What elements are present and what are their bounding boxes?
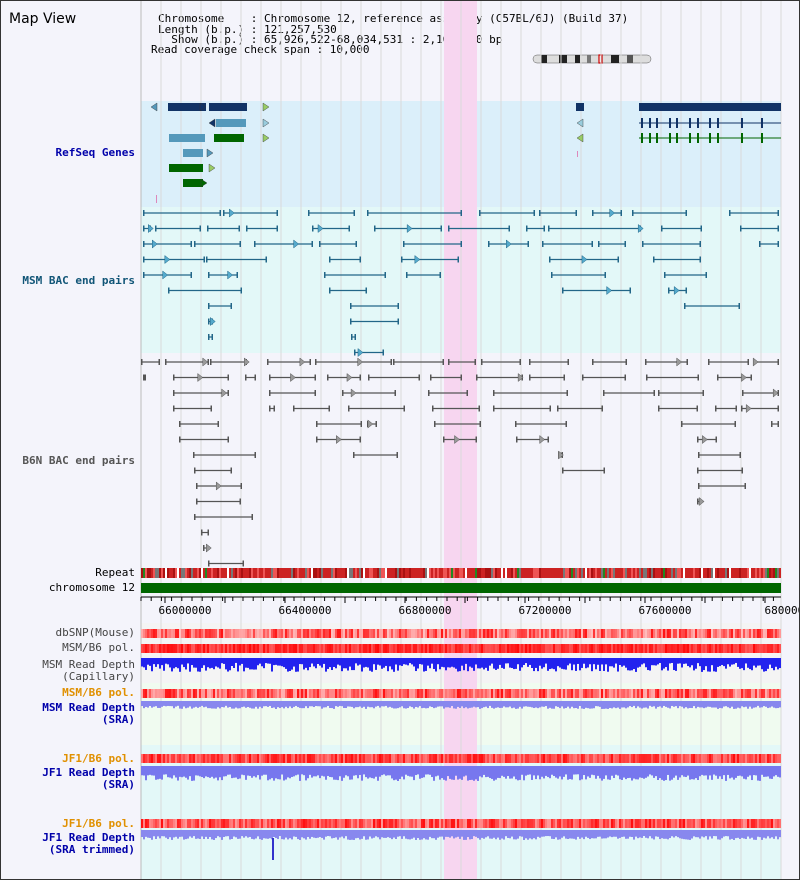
track-label-dbsnp[interactable]: dbSNP(Mouse) — [55, 626, 135, 639]
track-label-msm-depth-sra-sub: (SRA) — [101, 713, 135, 726]
track-label-chromosome[interactable]: chromosome 12 — [48, 581, 135, 594]
axis-tick-label: 66400000 — [279, 604, 332, 617]
track-label-repeat[interactable]: Repeat — [95, 566, 135, 579]
polymorphism-heatmaps[interactable] — [141, 629, 781, 828]
msm-bac-track[interactable] — [143, 208, 779, 358]
refseq-gene[interactable] — [168, 103, 206, 111]
axis-tick-label: 68000000 — [765, 604, 799, 617]
track-label-jf1-depth-trimmed[interactable]: JF1 Read Depth — [42, 831, 135, 844]
chromosome-bar — [141, 583, 781, 593]
read-depth-plots[interactable] — [141, 658, 781, 860]
b6n-bac-track[interactable] — [141, 357, 779, 567]
read-coverage-info: Read coverage check span : 10,000 — [151, 43, 370, 56]
track-label-refseq[interactable]: RefSeq Genes — [55, 146, 135, 159]
track-label-msm-depth-capillary-sub: (Capillary) — [62, 670, 135, 683]
track-label-msm-bac[interactable]: MSM BAC end pairs — [22, 274, 135, 287]
refseq-gene[interactable] — [183, 179, 203, 187]
position-axis: 66000000 66400000 66800000 67200000 67600000… — [140, 596, 799, 617]
track-label-b6n-bac[interactable]: B6N BAC end pairs — [22, 454, 135, 467]
track-label-jf1-pol-2[interactable]: JF1/B6 pol. — [62, 817, 135, 830]
track-label-jf1-depth-sra-sub: (SRA) — [101, 778, 135, 791]
track-label-msm-pol-1[interactable]: MSM/B6 pol. — [62, 641, 135, 654]
repeat-track[interactable] — [141, 568, 781, 578]
axis-tick-label: 67600000 — [639, 604, 692, 617]
axis-tick-label: 66800000 — [399, 604, 452, 617]
refseq-gene[interactable] — [209, 103, 247, 111]
refseq-genes-track[interactable] — [150, 102, 781, 203]
refseq-gene[interactable] — [169, 164, 203, 172]
refseq-gene[interactable] — [183, 149, 203, 157]
refseq-gene[interactable] — [576, 103, 584, 111]
refseq-gene[interactable] — [169, 134, 205, 142]
refseq-gene[interactable] — [214, 134, 244, 142]
track-label-jf1-pol-1[interactable]: JF1/B6 pol. — [62, 752, 135, 765]
refseq-gene[interactable] — [639, 103, 781, 111]
track-label-msm-depth-sra[interactable]: MSM Read Depth — [42, 701, 135, 714]
track-label-msm-depth-capillary[interactable]: MSM Read Depth — [42, 658, 135, 671]
track-label-jf1-depth-trimmed-sub: (SRA trimmed) — [48, 843, 135, 856]
track-label-jf1-depth-sra[interactable]: JF1 Read Depth — [42, 766, 135, 779]
axis-tick-label: 67200000 — [519, 604, 572, 617]
map-view-title: Map View — [9, 11, 77, 27]
length-info: Length (b.p.) : 121,257,530 — [158, 23, 337, 36]
axis-tick-label: 66000000 — [159, 604, 212, 617]
refseq-gene[interactable] — [216, 119, 246, 127]
track-label-msm-pol-2[interactable]: MSM/B6 pol. — [62, 686, 135, 699]
